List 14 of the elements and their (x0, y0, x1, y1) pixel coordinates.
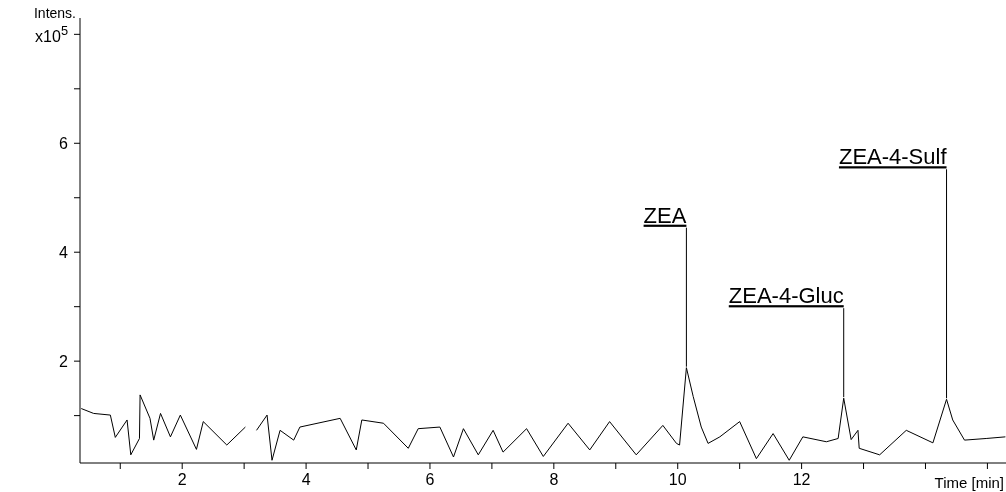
x-tick-label: 10 (668, 471, 687, 488)
annotation: ZEA-4-Gluc (728, 283, 844, 309)
y-axis-title: Intens. x10$^{5}$ (33, 5, 76, 45)
x-tick-label: 4 (301, 471, 311, 488)
x-tick-label: 12 (792, 471, 811, 488)
y-tick-label: 2 (59, 352, 69, 370)
x-axis-title: Time [min] (934, 474, 1004, 491)
y-tick-label: 4 (59, 243, 69, 261)
x-tick-label: 2 (177, 471, 187, 488)
x-tick-label: 8 (549, 471, 559, 488)
annotation: ZEA (643, 202, 687, 228)
x-tick-label: 6 (425, 471, 435, 488)
y-tick-label: 6 (59, 134, 69, 152)
annotation: ZEA-4-Sulf (838, 144, 948, 170)
